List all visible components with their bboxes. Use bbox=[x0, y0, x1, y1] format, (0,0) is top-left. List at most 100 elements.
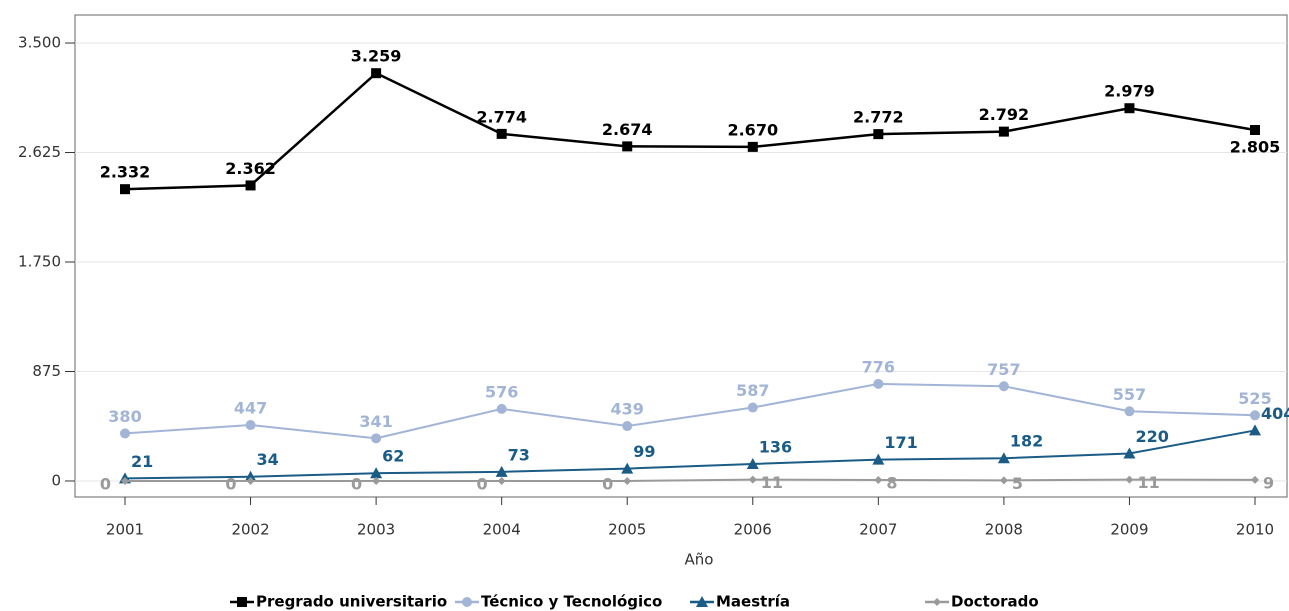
data-label: 2.774 bbox=[476, 107, 527, 126]
data-point bbox=[120, 184, 130, 195]
data-label: 21 bbox=[131, 452, 153, 471]
y-tick-label: 1.750 bbox=[18, 253, 61, 271]
data-point bbox=[622, 141, 633, 152]
legend-marker bbox=[933, 598, 941, 606]
x-tick-label: 2003 bbox=[357, 521, 395, 539]
data-point bbox=[997, 452, 1010, 464]
data-label: 136 bbox=[759, 437, 792, 456]
data-point bbox=[245, 420, 256, 431]
data-point bbox=[1250, 124, 1260, 135]
data-label: 447 bbox=[234, 399, 267, 418]
data-label: 2.979 bbox=[1104, 82, 1155, 101]
data-point bbox=[121, 476, 129, 485]
data-point bbox=[372, 476, 381, 485]
data-label: 2.792 bbox=[979, 105, 1030, 124]
data-point bbox=[1249, 424, 1261, 436]
data-label: 404 bbox=[1261, 404, 1289, 423]
data-point bbox=[120, 428, 130, 439]
data-point bbox=[998, 381, 1009, 392]
data-point bbox=[1250, 410, 1260, 421]
data-label: 2.772 bbox=[853, 108, 904, 127]
x-tick-label: 2008 bbox=[985, 521, 1023, 539]
data-label: 0 bbox=[602, 474, 613, 493]
data-label: 62 bbox=[382, 447, 404, 466]
data-label: 0 bbox=[225, 474, 236, 493]
data-point bbox=[873, 129, 884, 140]
legend-label: Técnico y Tecnológico bbox=[481, 593, 662, 611]
data-label: 0 bbox=[351, 474, 362, 493]
series-line bbox=[125, 478, 1256, 482]
legend-label: Pregrado universitario bbox=[256, 593, 447, 611]
x-axis-label: Año bbox=[685, 551, 714, 569]
data-label: 220 bbox=[1135, 427, 1168, 446]
series-line bbox=[124, 429, 1256, 480]
data-label: 0 bbox=[477, 474, 488, 493]
data-point bbox=[244, 470, 257, 482]
data-point bbox=[496, 128, 507, 139]
data-label: 2.670 bbox=[727, 120, 778, 139]
data-label: 9 bbox=[1263, 473, 1274, 492]
data-point bbox=[747, 141, 758, 152]
data-label: 99 bbox=[633, 442, 655, 461]
data-label: 576 bbox=[485, 382, 518, 401]
data-point bbox=[874, 475, 883, 484]
data-point bbox=[1251, 475, 1259, 484]
data-label: 171 bbox=[884, 433, 917, 452]
legend-marker bbox=[696, 596, 708, 607]
data-point bbox=[496, 403, 507, 414]
series-line bbox=[124, 71, 1256, 191]
data-label: 439 bbox=[611, 400, 644, 419]
data-point bbox=[873, 378, 884, 389]
data-point bbox=[999, 476, 1008, 485]
data-point bbox=[622, 421, 633, 432]
x-tick-label: 2009 bbox=[1110, 521, 1148, 539]
x-tick-label: 2001 bbox=[106, 521, 144, 539]
data-point bbox=[371, 68, 382, 79]
data-label: 2.674 bbox=[602, 120, 653, 139]
data-label: 11 bbox=[761, 473, 783, 492]
data-label: 776 bbox=[862, 357, 895, 376]
legend-label: Maestría bbox=[716, 593, 790, 611]
data-point bbox=[1123, 447, 1136, 459]
data-point bbox=[370, 467, 383, 479]
data-point bbox=[748, 475, 757, 484]
data-point bbox=[998, 126, 1009, 137]
data-label: 2.362 bbox=[225, 159, 276, 178]
legend-marker bbox=[462, 597, 472, 607]
data-point bbox=[246, 476, 255, 485]
x-tick-label: 2007 bbox=[859, 521, 897, 539]
data-point bbox=[371, 433, 382, 444]
data-label: 11 bbox=[1137, 473, 1159, 492]
legend-label: Doctorado bbox=[951, 593, 1039, 611]
data-label: 2.805 bbox=[1230, 137, 1281, 156]
y-tick-label: 3.500 bbox=[18, 34, 61, 52]
data-label: 3.259 bbox=[351, 47, 402, 66]
legend-marker bbox=[237, 597, 247, 607]
data-point bbox=[1125, 475, 1134, 484]
data-label: 380 bbox=[108, 407, 141, 426]
data-label: 757 bbox=[987, 360, 1020, 379]
y-tick-label: 0 bbox=[51, 471, 61, 489]
data-label: 8 bbox=[886, 473, 897, 492]
data-label: 587 bbox=[736, 381, 769, 400]
data-point bbox=[497, 476, 506, 485]
data-label: 5 bbox=[1012, 474, 1023, 493]
x-tick-label: 2004 bbox=[483, 521, 521, 539]
x-tick-label: 2005 bbox=[608, 521, 646, 539]
x-tick-label: 2002 bbox=[231, 521, 269, 539]
data-label: 2.332 bbox=[100, 163, 151, 182]
y-tick-label: 2.625 bbox=[18, 143, 61, 161]
y-tick-label: 875 bbox=[32, 362, 61, 380]
data-label: 341 bbox=[359, 412, 392, 431]
data-point bbox=[1124, 103, 1135, 114]
data-point bbox=[245, 180, 256, 191]
data-label: 557 bbox=[1113, 385, 1146, 404]
data-label: 73 bbox=[508, 445, 530, 464]
x-tick-label: 2010 bbox=[1236, 521, 1274, 539]
data-point bbox=[746, 457, 759, 469]
series-line bbox=[124, 382, 1256, 440]
data-point bbox=[495, 465, 508, 477]
data-label: 182 bbox=[1010, 432, 1043, 451]
data-point bbox=[621, 462, 634, 474]
